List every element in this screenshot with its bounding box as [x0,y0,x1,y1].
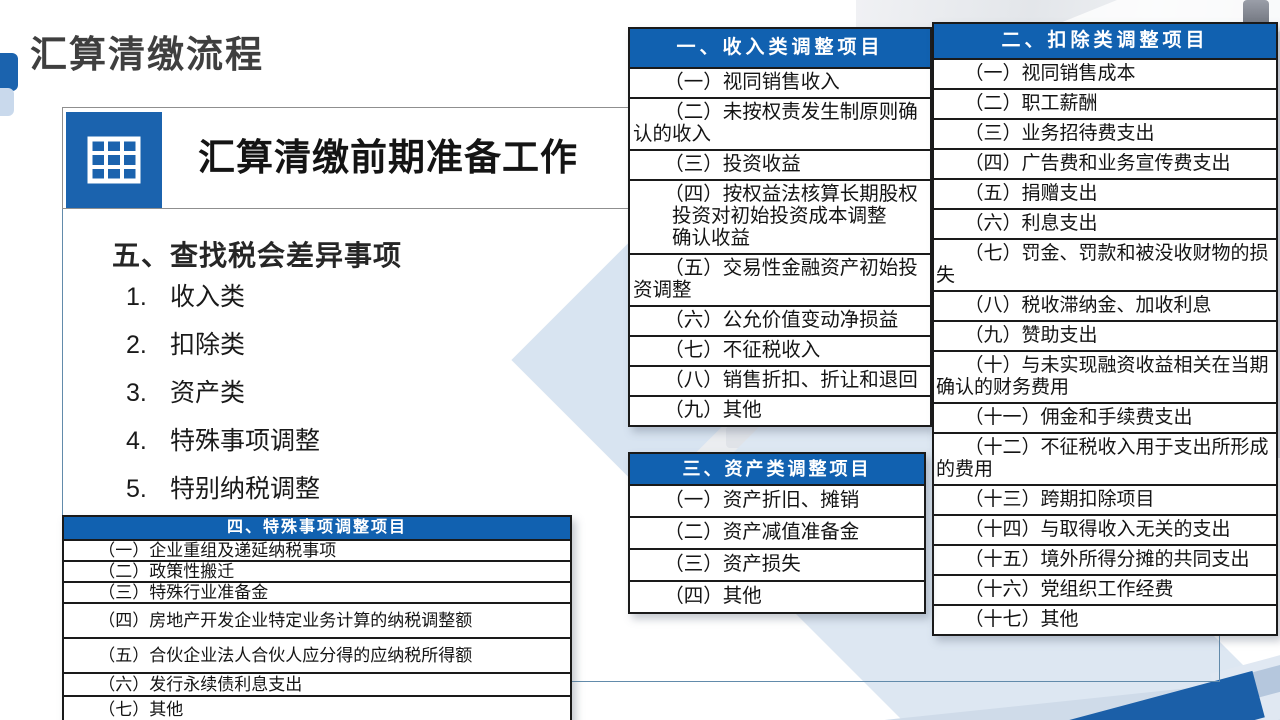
deduction-table-header: 二、扣除类调整项目 [934,24,1276,58]
special-table-header: 四、特殊事项调整项目 [64,517,570,539]
table-row: （三）特殊行业准备金 [64,581,570,602]
table-row: （七）不征税收入 [630,335,930,365]
table-row: （九）赞助支出 [934,320,1276,350]
table-row: （十七）其他 [934,604,1276,634]
table-row: （一）视同销售收入 [630,67,930,97]
table-row: （三）资产损失 [630,548,924,580]
table-row: （三）投资收益 [630,149,930,179]
table-row: （一）企业重组及递延纳税事项 [64,539,570,560]
table-grid-icon [66,112,162,208]
list-item: 收入类 [170,283,246,311]
table-row: （一）资产折旧、摊销 [630,484,924,516]
table-row: （七）罚金、罚款和被没收财物的损 失 [934,238,1276,290]
table-row: （一）视同销售成本 [934,58,1276,88]
table-row: （六）发行永续债利息支出 [64,672,570,695]
table-row: （十三）跨期扣除项目 [934,484,1276,514]
diff-list-heading: 五、查找税会差异事项 [112,240,403,271]
table-row: （十四）与取得收入无关的支出 [934,514,1276,544]
list-item: 特殊事项调整 [170,427,321,455]
table-row: （五）合伙企业法人合伙人应分得的应纳税所得额 [64,637,570,672]
list-item: 资产类 [170,379,246,407]
page-title: 汇算清缴流程 [30,34,264,75]
table-row: （五）交易性金融资产初始投 资调整 [630,253,930,305]
title-accent-light [0,88,14,116]
table-row: （六）公允价值变动净损益 [630,305,930,335]
income-table-header: 一、收入类调整项目 [630,29,930,67]
table-row: （四）按权益法核算长期股权 投资对初始投资成本调整 确认收益 [630,179,930,253]
table-row: （十一）佣金和手续费支出 [934,402,1276,432]
table-row: （十）与未实现融资收益相关在当期 确认的财务费用 [934,350,1276,402]
table-row: （四）其他 [630,580,924,612]
table-row: （二）政策性搬迁 [64,560,570,581]
table-row: （二）资产减值准备金 [630,516,924,548]
section-header: 汇算清缴前期准备工作 [198,137,578,178]
table-row: （六）利息支出 [934,208,1276,238]
list-item: 扣除类 [170,331,246,359]
table-row: （九）其他 [630,395,930,425]
deduction-adjustments-table: 二、扣除类调整项目 （一）视同销售成本 （二）职工薪酬 （三）业务招待费支出 （四）广… [932,22,1278,636]
title-accent-dark [0,53,18,91]
table-row: （十六）党组织工作经费 [934,574,1276,604]
table-row: （二）未按权责发生制原则确 认的收入 [630,97,930,149]
table-row: （二）职工薪酬 [934,88,1276,118]
diff-list: 收入类扣除类资产类特殊事项调整 特别纳税调整 [126,284,320,524]
table-row: （八）销售折扣、折让和退回 [630,365,930,395]
table-row: （八）税收滞纳金、加收利息 [934,290,1276,320]
table-row: （五）捐赠支出 [934,178,1276,208]
income-adjustments-table: 一、收入类调整项目 （一）视同销售收入 （二）未按权责发生制原则确 认的收入 （三）… [628,27,932,427]
asset-table-header: 三、资产类调整项目 [630,454,924,484]
table-row: （三）业务招待费支出 [934,118,1276,148]
table-row: （四）广告费和业务宣传费支出 [934,148,1276,178]
asset-adjustments-table: 三、资产类调整项目 （一）资产折旧、摊销 （二）资产减值准备金 （三）资产损失 （四）… [628,452,926,614]
special-adjustments-table: 四、特殊事项调整项目 （一）企业重组及递延纳税事项 （二）政策性搬迁 （三）特殊行业… [62,515,572,720]
list-item: 特别纳税调整 [170,475,321,503]
table-row: （十五）境外所得分摊的共同支出 [934,544,1276,574]
table-row: （十二）不征税收入用于支出所形成 的费用 [934,432,1276,484]
table-row: （四）房地产开发企业特定业务计算的纳税调整额 [64,602,570,637]
table-row: （七）其他 [64,695,570,720]
